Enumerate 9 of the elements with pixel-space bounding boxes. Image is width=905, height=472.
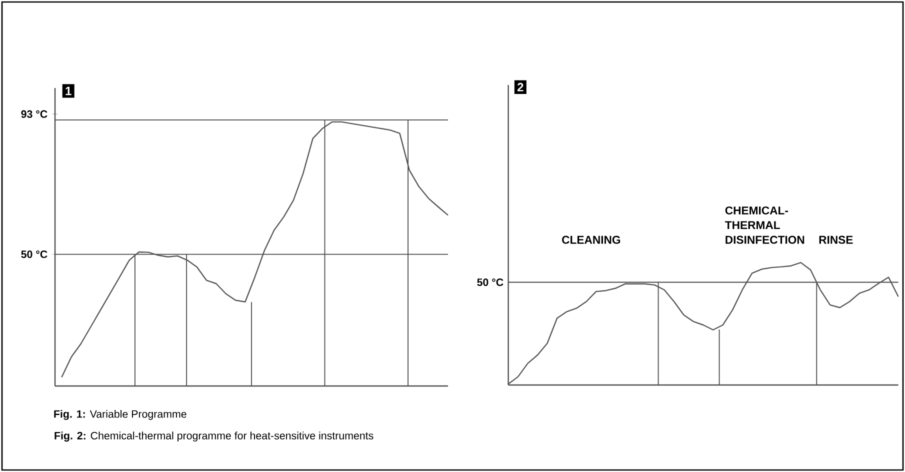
chart-title: 2 — [518, 82, 524, 92]
ref-line-label: 50 °C — [477, 278, 504, 286]
text: CHEMICAL-THERMAL DISINFECTION — [725, 206, 804, 244]
chart-title: 1 — [66, 86, 72, 96]
text: Fig. 2: Chemical-thermal programme for heat-sensitive instruments — [54, 432, 374, 442]
y-tick-label: 93 °C — [21, 110, 48, 118]
text: CLEANING — [562, 236, 620, 244]
text: RINSE — [819, 236, 853, 244]
text: Fig. 1: Variable Programme — [54, 410, 186, 420]
